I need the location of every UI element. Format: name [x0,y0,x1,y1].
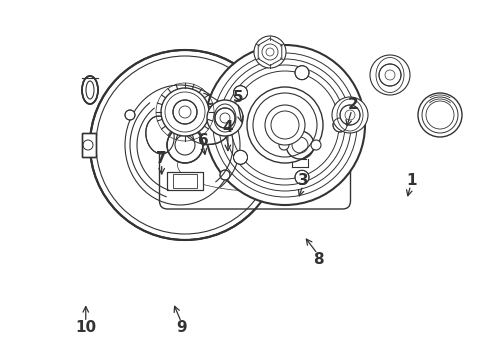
Text: 4: 4 [222,120,233,135]
Text: 6: 6 [198,133,209,148]
Text: 5: 5 [232,90,243,105]
Circle shape [161,88,209,136]
Circle shape [333,118,347,132]
Circle shape [173,100,197,124]
Circle shape [125,110,135,120]
FancyBboxPatch shape [160,121,350,209]
Text: 3: 3 [298,172,309,188]
Text: 7: 7 [156,151,167,166]
Bar [173,174,197,188]
Circle shape [254,36,286,68]
Bar [167,172,203,190]
Circle shape [340,105,360,125]
Ellipse shape [180,105,230,144]
Circle shape [167,127,203,163]
Circle shape [234,86,247,100]
Text: 9: 9 [176,320,187,335]
Circle shape [286,131,314,159]
Text: 1: 1 [406,172,417,188]
Circle shape [234,150,247,164]
Circle shape [279,140,289,150]
Circle shape [332,97,368,133]
Circle shape [247,87,323,163]
Circle shape [311,140,321,150]
Bar [82,133,96,157]
Text: 10: 10 [75,320,97,335]
Circle shape [207,100,243,136]
Circle shape [379,64,401,86]
Circle shape [205,45,365,205]
Bar [167,172,203,190]
Circle shape [295,170,309,184]
Text: 8: 8 [313,252,324,267]
Text: 2: 2 [347,97,358,112]
Circle shape [90,50,280,240]
Bar [82,133,96,157]
Circle shape [210,120,220,130]
Circle shape [265,105,305,145]
Circle shape [418,93,462,137]
Circle shape [220,170,230,180]
Ellipse shape [82,76,98,104]
Circle shape [215,108,235,128]
Circle shape [370,55,410,95]
Circle shape [295,66,309,80]
Ellipse shape [146,116,174,154]
